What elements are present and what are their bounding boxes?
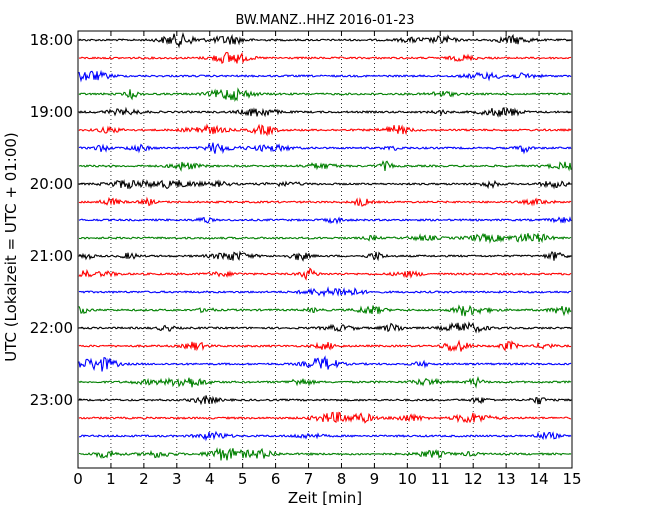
x-tick-label: 12 (464, 470, 483, 488)
seismic-trace (78, 179, 572, 190)
y-tick-labels: 18:00 19:00 20:00 21:00 22:00 23:00 (30, 31, 73, 409)
y-tick-label: 21:00 (30, 247, 73, 265)
y-axis-label: UTC (Lokalzeit = UTC + 01:00) (2, 132, 20, 362)
y-tick-label: 20:00 (30, 175, 73, 193)
seismic-trace (78, 339, 572, 352)
x-axis-label: Zeit [min] (288, 489, 362, 507)
seismic-trace (78, 447, 572, 461)
seismic-trace (78, 69, 572, 83)
x-tick-label: 14 (530, 470, 549, 488)
seismic-trace (78, 395, 572, 406)
x-tick-labels: 0 1 2 3 4 5 6 7 8 9 10 11 12 13 14 15 (73, 470, 581, 488)
y-tick-label: 18:00 (30, 31, 73, 49)
seismic-trace (78, 430, 572, 442)
x-tick-label: 5 (238, 470, 248, 488)
seismic-trace (78, 87, 572, 102)
x-tick-label: 6 (271, 470, 281, 488)
x-tick-label: 3 (172, 470, 182, 488)
x-tick-label: 2 (139, 470, 149, 488)
seismic-trace (78, 411, 572, 424)
x-tick-label: 0 (73, 470, 83, 488)
seismic-trace (78, 142, 572, 155)
seismic-trace (78, 106, 572, 118)
x-tick-label: 11 (431, 470, 450, 488)
plot-frame (77, 30, 573, 469)
seismic-trace (78, 355, 572, 372)
seismic-trace (78, 321, 572, 334)
x-tick-label: 4 (205, 470, 215, 488)
seismic-trace (78, 250, 572, 262)
seismic-trace (78, 32, 572, 49)
seismic-trace (78, 51, 572, 65)
grid-lines (110, 31, 540, 468)
chart-title: BW.MANZ..HHZ 2016-01-23 (235, 13, 414, 28)
trace-group (78, 32, 572, 461)
x-tick-label: 10 (398, 470, 417, 488)
seismic-trace (78, 123, 572, 137)
y-tick-label: 22:00 (30, 319, 73, 337)
x-tick-label: 9 (370, 470, 380, 488)
x-tick-label: 1 (106, 470, 116, 488)
seismic-trace (78, 216, 572, 225)
seismic-trace (78, 232, 572, 244)
y-tick-label: 19:00 (30, 103, 73, 121)
x-tick-label: 13 (497, 470, 516, 488)
x-tick-label: 15 (562, 470, 581, 488)
x-tick-label: 8 (337, 470, 347, 488)
seismic-trace (78, 196, 572, 207)
seismic-trace (78, 160, 572, 172)
seismic-trace (78, 376, 572, 389)
y-tick-label: 23:00 (30, 391, 73, 409)
seismic-trace (78, 286, 572, 298)
seismic-trace (78, 267, 572, 281)
seismic-trace (78, 304, 572, 317)
x-tick-label: 7 (304, 470, 314, 488)
axis-ticks (77, 31, 573, 468)
